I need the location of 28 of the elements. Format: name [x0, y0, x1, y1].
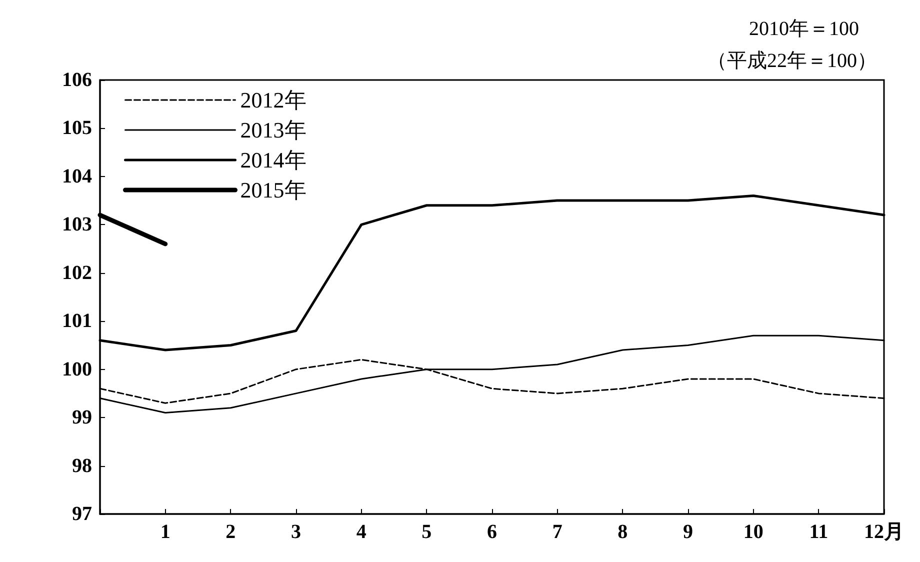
y-tick-label: 97	[72, 503, 92, 525]
y-tick-label: 105	[62, 117, 92, 140]
x-tick-label: 5	[422, 521, 432, 543]
x-tick-label: 1	[160, 521, 170, 543]
y-tick-label: 101	[62, 310, 92, 332]
y-tick-label: 103	[62, 214, 92, 236]
legend-label: 2015年	[240, 178, 306, 202]
x-tick-label: 4	[356, 521, 366, 543]
y-tick-label: 106	[62, 69, 92, 91]
x-tick-label: 8	[618, 521, 628, 543]
x-tick-label: 7	[552, 521, 562, 543]
y-tick-label: 98	[72, 454, 92, 477]
y-tick-label: 104	[62, 165, 92, 188]
x-tick-label: 6	[487, 521, 497, 543]
chart-title: 2010年＝100	[749, 18, 859, 40]
y-tick-label: 99	[72, 406, 92, 429]
x-tick-label: 9	[683, 521, 693, 543]
legend-label: 2014年	[240, 148, 306, 172]
x-tick-label: 11	[809, 521, 828, 543]
x-tick-label: 10	[743, 521, 764, 543]
legend-label: 2013年	[240, 118, 306, 142]
legend-label: 2012年	[240, 88, 306, 112]
x-tick-label: 12月	[864, 521, 904, 543]
chart-subtitle: （平成22年＝100）	[707, 50, 877, 72]
x-tick-label: 3	[291, 521, 301, 543]
y-tick-label: 100	[62, 358, 92, 380]
y-tick-label: 102	[62, 262, 92, 284]
x-tick-label: 2	[226, 521, 236, 543]
